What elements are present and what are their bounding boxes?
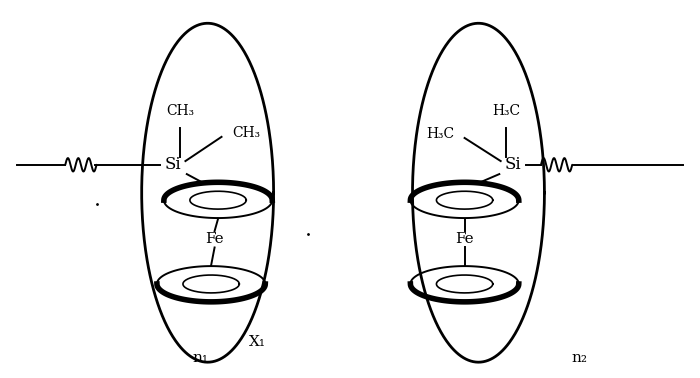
- Text: Si: Si: [164, 156, 181, 173]
- Text: H₃C: H₃C: [426, 127, 454, 141]
- Text: n₁: n₁: [193, 352, 209, 366]
- Text: CH₃: CH₃: [232, 126, 260, 140]
- Text: Fe: Fe: [455, 232, 474, 246]
- Text: CH₃: CH₃: [166, 104, 194, 118]
- Text: n₂: n₂: [571, 352, 587, 366]
- Text: X₁: X₁: [249, 335, 266, 349]
- Text: Si: Si: [505, 156, 522, 173]
- Text: H₃C: H₃C: [492, 104, 520, 118]
- Text: Fe: Fe: [205, 232, 224, 246]
